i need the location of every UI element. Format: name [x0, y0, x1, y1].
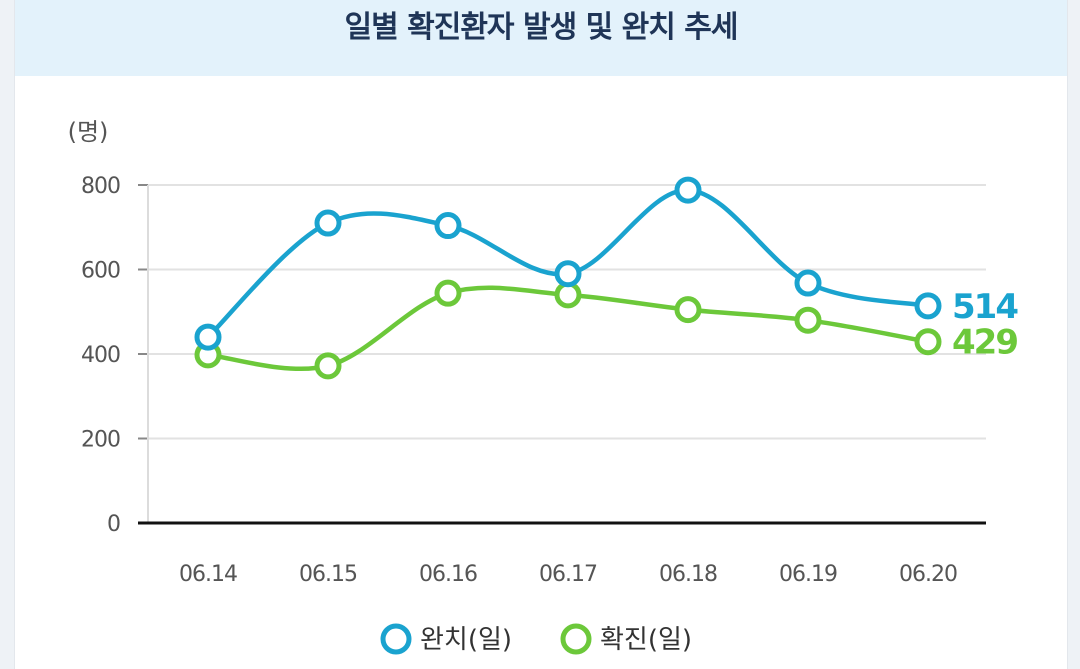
legend-marker	[560, 623, 592, 655]
series-confirmed: 429	[194, 279, 1019, 380]
data-point	[914, 292, 942, 320]
data-point	[674, 176, 702, 204]
legend: 완치(일) 확진(일)	[380, 623, 692, 655]
chart-title: 일별 확진환자 발생 및 완치 추세	[344, 10, 738, 45]
data-point	[314, 209, 342, 237]
x-tick-label: 06.15	[299, 562, 357, 587]
data-point	[434, 212, 462, 240]
grid-lines	[148, 184, 986, 440]
x-tick-label: 06.18	[659, 562, 717, 587]
y-tick-label: 200	[81, 428, 120, 453]
data-point	[794, 269, 822, 297]
data-point	[554, 260, 582, 288]
data-point	[674, 296, 702, 324]
x-tick-label: 06.20	[899, 562, 957, 587]
y-axis-unit-label: (명)	[68, 118, 109, 146]
data-point	[794, 306, 822, 334]
legend-label: 확진(일)	[600, 625, 692, 655]
y-tick-label: 800	[81, 174, 120, 199]
x-tick-label: 06.16	[419, 562, 477, 587]
x-tick-label: 06.19	[779, 562, 837, 587]
end-value-label: 429	[952, 323, 1017, 363]
series-recovered: 514	[194, 176, 1020, 351]
y-tick-label: 600	[81, 259, 120, 284]
legend-marker	[380, 623, 412, 655]
x-tick-label: 06.17	[539, 562, 597, 587]
y-tick-label: 400	[81, 343, 120, 368]
data-point	[914, 328, 942, 356]
y-tick-label: 0	[107, 512, 120, 537]
title-bar: 일별 확진환자 발생 및 완치 추세	[15, 0, 1067, 76]
legend-item: 완치(일)	[380, 623, 512, 655]
x-tick-label: 06.14	[179, 562, 237, 587]
legend-label: 완치(일)	[420, 625, 512, 655]
legend-item: 확진(일)	[560, 623, 692, 655]
data-point	[434, 279, 462, 307]
data-point	[314, 352, 342, 380]
data-point	[194, 323, 222, 351]
axes: (명) 0 200 400 600 800 06.14 06.15 06.16 06.17 06.…	[68, 118, 986, 587]
end-value-label: 514	[952, 287, 1018, 327]
